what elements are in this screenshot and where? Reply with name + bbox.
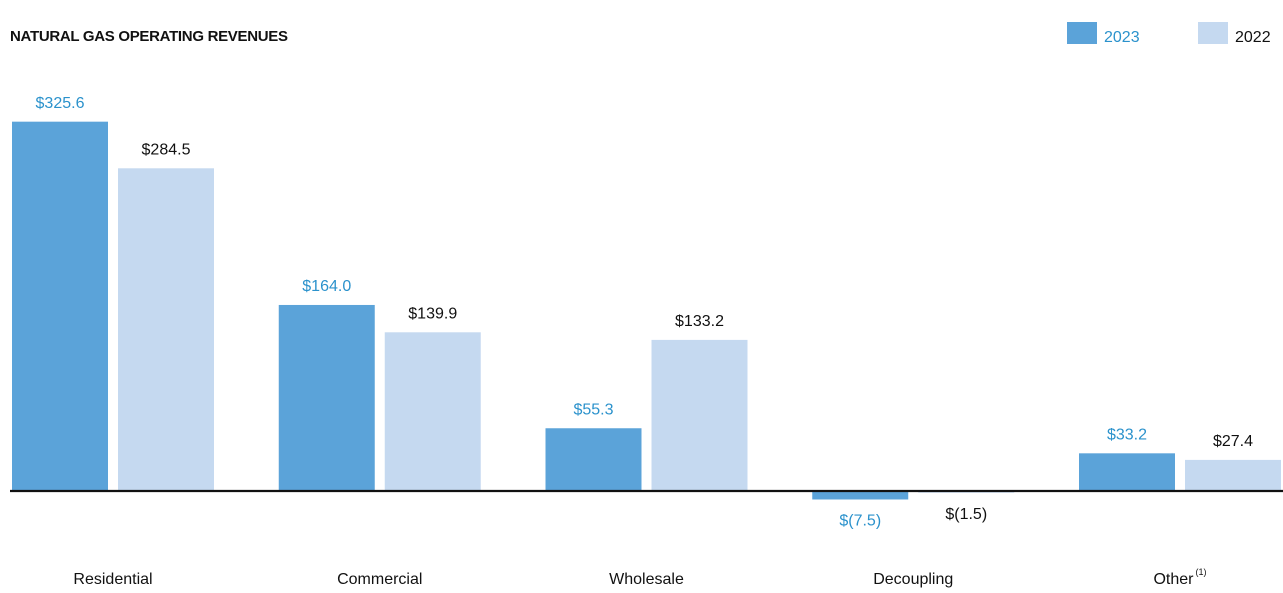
- chart-title: NATURAL GAS OPERATING REVENUES: [10, 28, 288, 45]
- legend-swatch: [1198, 22, 1228, 44]
- value-label: $27.4: [1213, 433, 1253, 450]
- value-label: $(7.5): [839, 513, 881, 530]
- value-label: $33.2: [1107, 427, 1147, 444]
- x-tick-label: Decoupling: [873, 571, 953, 588]
- x-tick-label: Other (1): [1153, 567, 1206, 588]
- category-name: Decoupling: [873, 571, 953, 588]
- value-label: $133.2: [675, 313, 724, 330]
- footnote-mark: (1): [1196, 567, 1207, 577]
- bar: [651, 339, 748, 491]
- value-label: $(1.5): [945, 506, 987, 523]
- bar: [812, 490, 909, 500]
- bar: [384, 332, 481, 491]
- value-label: $325.6: [36, 95, 85, 112]
- legend-swatch: [1067, 22, 1097, 44]
- value-label: $164.0: [302, 278, 351, 295]
- x-tick-label: Residential: [73, 571, 152, 588]
- value-label: $139.9: [408, 306, 457, 323]
- bar: [12, 121, 108, 491]
- legend-label: 2023: [1104, 29, 1140, 46]
- bar: [118, 168, 214, 491]
- value-label: $284.5: [142, 142, 191, 159]
- x-tick-label: Wholesale: [609, 571, 684, 588]
- bar: [545, 428, 642, 491]
- category-name: Wholesale: [609, 571, 684, 588]
- legend-label: 2022: [1235, 29, 1271, 46]
- category-name: Other: [1153, 571, 1194, 588]
- bar: [1185, 459, 1281, 491]
- category-name: Residential: [73, 571, 152, 588]
- bar: [278, 304, 375, 491]
- bar: [1079, 453, 1175, 491]
- category-name: Commercial: [337, 571, 422, 588]
- x-tick-label: Commercial: [337, 571, 422, 588]
- value-label: $55.3: [573, 401, 613, 418]
